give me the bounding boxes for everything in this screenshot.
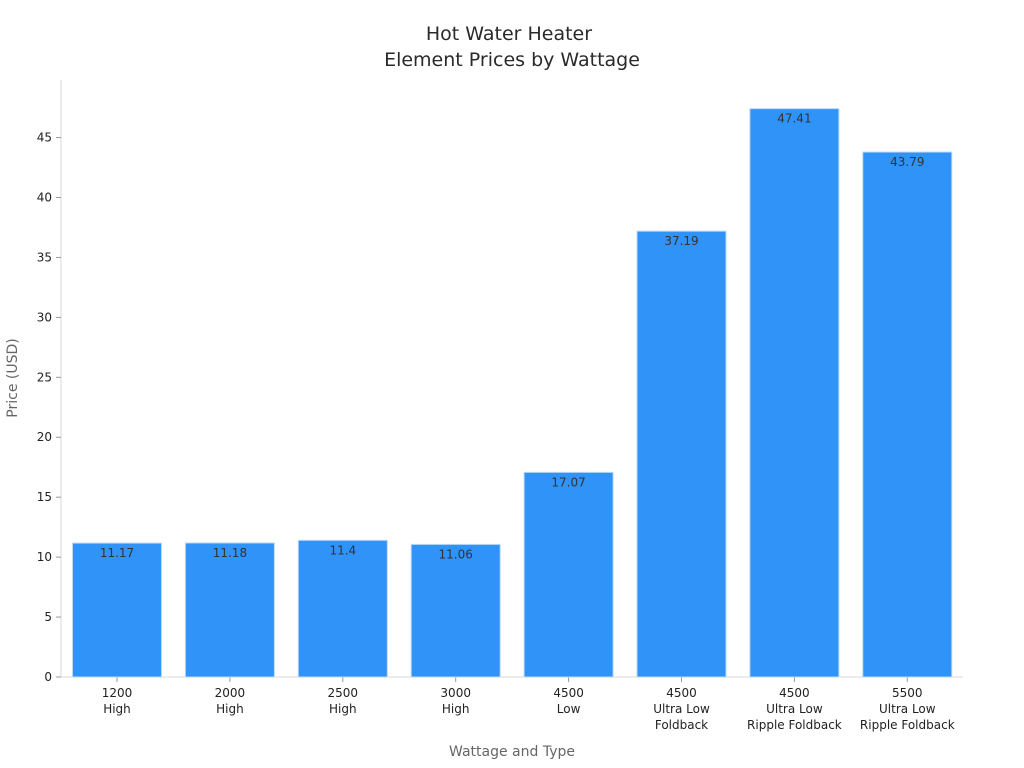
y-tick-label: 35 xyxy=(37,250,52,264)
bar xyxy=(410,543,501,678)
y-tick-label: 20 xyxy=(37,430,52,444)
chart-title: Hot Water Heater Element Prices by Watta… xyxy=(384,23,640,71)
x-tick-label: 2000 High xyxy=(215,686,246,716)
x-tick-label: 4500 Ultra Low Foldback xyxy=(653,686,710,732)
x-tick-label-line: 1200 xyxy=(102,686,133,700)
x-tick-label-line: 3000 xyxy=(440,686,471,700)
y-axis-label: Price (USD) xyxy=(5,338,21,417)
bar xyxy=(636,230,727,678)
y-tick-label: 15 xyxy=(37,490,52,504)
x-tick-label-line: Ripple Foldback xyxy=(860,718,955,732)
bar xyxy=(297,539,388,678)
y-tick-label: 5 xyxy=(44,610,52,624)
bar xyxy=(184,542,275,678)
bar xyxy=(523,471,614,678)
x-tick-label-line: 2500 xyxy=(328,686,359,700)
chart-title-line-2: Element Prices by Wattage xyxy=(384,49,640,71)
bar xyxy=(749,108,840,678)
x-tick-label-line: 4500 xyxy=(779,686,810,700)
data-label: 11.18 xyxy=(213,546,247,560)
x-tick-label-line: Low xyxy=(557,702,581,716)
x-tick-label-line: Foldback xyxy=(655,718,708,732)
x-tick-label-line: Ultra Low xyxy=(879,702,936,716)
y-tick-label: 30 xyxy=(37,310,52,324)
x-tick-label-line: High xyxy=(216,702,244,716)
data-label: 11.17 xyxy=(100,546,134,560)
x-tick-label-line: Ultra Low xyxy=(766,702,823,716)
y-axis: 0 5 10 15 20 25 30 35 40 45 xyxy=(37,80,62,684)
x-tick-label: 2500 High xyxy=(328,686,359,716)
bar xyxy=(862,151,953,678)
x-tick-label-line: Ultra Low xyxy=(653,702,710,716)
x-tick-label-line: High xyxy=(442,702,470,716)
y-tick-label: 25 xyxy=(37,370,52,384)
x-tick-label-line: 4500 xyxy=(553,686,584,700)
x-tick-label-line: High xyxy=(103,702,131,716)
data-label: 17.07 xyxy=(551,475,585,489)
x-tick-label-line: High xyxy=(329,702,357,716)
y-tick-label: 40 xyxy=(37,190,52,204)
bars xyxy=(72,108,953,678)
x-tick-label-line: Ripple Foldback xyxy=(747,718,842,732)
bar xyxy=(72,542,162,678)
y-tick-label: 45 xyxy=(37,131,52,145)
x-tick-label-line: 4500 xyxy=(666,686,697,700)
data-label: 11.4 xyxy=(329,543,356,557)
x-tick-label: 4500 Low xyxy=(553,686,584,716)
data-label: 43.79 xyxy=(890,155,924,169)
x-tick-label-line: 5500 xyxy=(892,686,923,700)
data-label: 47.41 xyxy=(777,112,811,126)
y-tick-label: 10 xyxy=(37,550,52,564)
y-tick-label: 0 xyxy=(44,670,52,684)
x-tick-label: 4500 Ultra Low Ripple Foldback xyxy=(747,686,842,732)
chart-title-line-1: Hot Water Heater xyxy=(426,23,592,45)
x-tick-label: 5500 Ultra Low Ripple Foldback xyxy=(860,686,955,732)
data-label: 37.19 xyxy=(664,234,698,248)
x-tick-label-line: 2000 xyxy=(215,686,246,700)
data-label: 11.06 xyxy=(439,547,473,561)
data-labels: 11.17 11.18 11.4 11.06 17.07 37.19 47.41 43.79 xyxy=(100,112,925,562)
x-axis-label: Wattage and Type xyxy=(449,744,575,760)
x-tick-label: 1200 High xyxy=(102,686,133,716)
x-tick-label: 3000 High xyxy=(440,686,471,716)
